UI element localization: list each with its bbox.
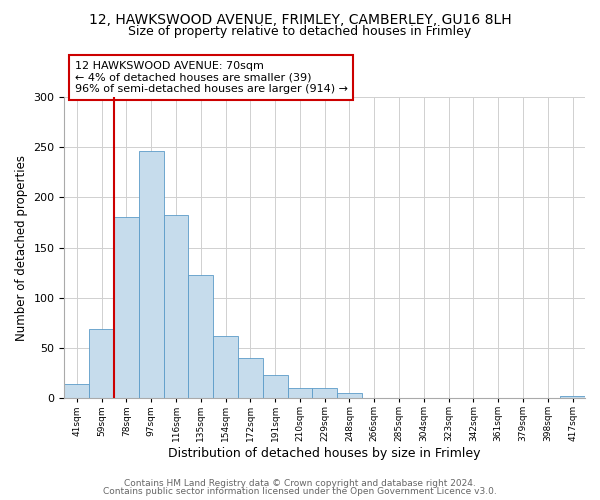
Bar xyxy=(560,396,585,398)
Text: Size of property relative to detached houses in Frimley: Size of property relative to detached ho… xyxy=(128,25,472,38)
Bar xyxy=(238,358,263,398)
Y-axis label: Number of detached properties: Number of detached properties xyxy=(15,154,28,340)
Bar xyxy=(287,388,313,398)
Bar xyxy=(89,329,114,398)
Bar xyxy=(188,274,213,398)
Bar xyxy=(263,375,287,398)
Bar xyxy=(139,151,164,398)
Bar xyxy=(337,393,362,398)
Bar xyxy=(313,388,337,398)
Text: 12 HAWKSWOOD AVENUE: 70sqm
← 4% of detached houses are smaller (39)
96% of semi-: 12 HAWKSWOOD AVENUE: 70sqm ← 4% of detac… xyxy=(75,61,348,94)
X-axis label: Distribution of detached houses by size in Frimley: Distribution of detached houses by size … xyxy=(169,447,481,460)
Bar xyxy=(64,384,89,398)
Bar xyxy=(164,216,188,398)
Text: Contains public sector information licensed under the Open Government Licence v3: Contains public sector information licen… xyxy=(103,487,497,496)
Text: Contains HM Land Registry data © Crown copyright and database right 2024.: Contains HM Land Registry data © Crown c… xyxy=(124,478,476,488)
Text: 12, HAWKSWOOD AVENUE, FRIMLEY, CAMBERLEY, GU16 8LH: 12, HAWKSWOOD AVENUE, FRIMLEY, CAMBERLEY… xyxy=(89,12,511,26)
Bar xyxy=(213,336,238,398)
Bar xyxy=(114,218,139,398)
